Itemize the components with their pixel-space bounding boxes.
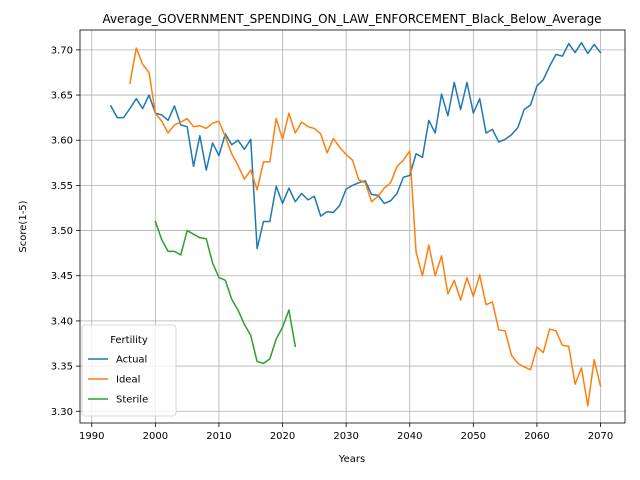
legend-label-sterile: Sterile xyxy=(116,395,148,406)
legend-label-actual: Actual xyxy=(116,355,147,366)
x-tick-label: 2000 xyxy=(143,431,168,442)
plot-frame xyxy=(79,29,626,424)
x-axis-ticks: 1990 2000 2010 2020 2030 2040 2050 2060 2070 xyxy=(79,423,613,442)
y-tick-label: 3.70 xyxy=(51,45,73,56)
chart-title: Average_GOVERNMENT_SPENDING_ON_LAW_ENFOR… xyxy=(102,12,601,26)
legend-label-ideal: Ideal xyxy=(116,375,140,386)
y-tick-label: 3.55 xyxy=(51,181,73,192)
y-tick-label: 3.65 xyxy=(51,91,73,102)
y-tick-label: 3.45 xyxy=(51,271,73,282)
y-tick-label: 3.60 xyxy=(51,136,73,147)
x-tick-label: 2020 xyxy=(270,431,295,442)
x-tick-label: 2050 xyxy=(461,431,486,442)
series-lines xyxy=(109,41,602,407)
legend-title: Fertility xyxy=(110,335,148,346)
x-axis-label: Years xyxy=(338,454,365,465)
x-tick-label: 2040 xyxy=(397,431,422,442)
y-tick-label: 3.50 xyxy=(51,226,73,237)
y-tick-label: 3.35 xyxy=(51,362,73,373)
y-axis-ticks: 3.30 3.35 3.40 3.45 3.50 3.55 3.60 3.65 3.70 xyxy=(51,45,80,418)
legend-box xyxy=(81,324,177,417)
series-line-sterile xyxy=(154,220,297,365)
y-axis-label: Score(1-5) xyxy=(18,200,29,252)
legend: Fertility Actual Ideal Sterile xyxy=(81,324,177,417)
x-tick-label: 2060 xyxy=(524,431,549,442)
x-tick-label: 2010 xyxy=(206,431,231,442)
x-tick-label: 2030 xyxy=(333,431,358,442)
series-line-actual xyxy=(109,41,602,250)
series-line-ideal xyxy=(129,47,602,407)
x-tick-label: 2070 xyxy=(588,431,613,442)
y-tick-label: 3.30 xyxy=(51,407,73,418)
x-tick-label: 1990 xyxy=(79,431,104,442)
y-tick-label: 3.40 xyxy=(51,316,73,327)
